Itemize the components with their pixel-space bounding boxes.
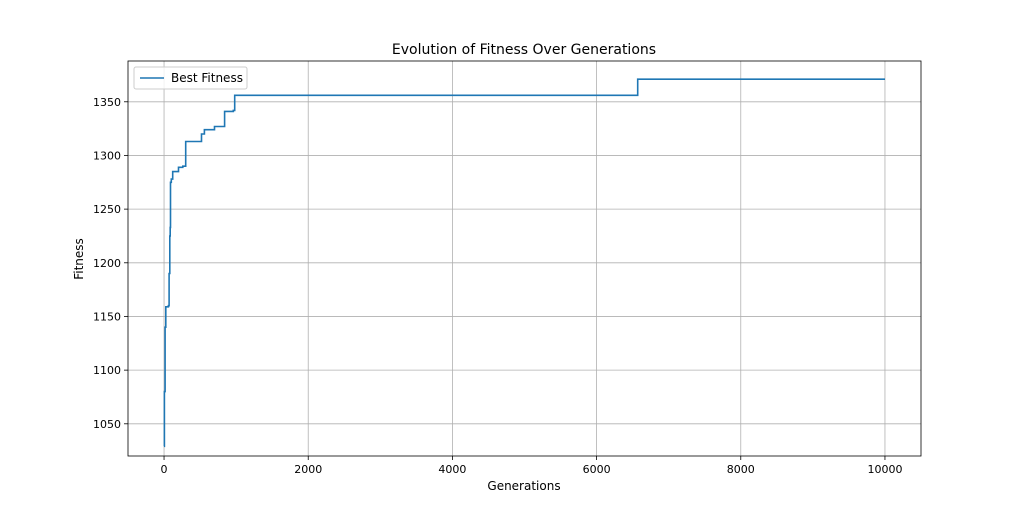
y-tick-label: 1350 bbox=[93, 96, 121, 109]
y-tick-label: 1300 bbox=[93, 149, 121, 162]
x-axis-ticks: 0 2000 4000 6000 8000 10000 bbox=[161, 456, 902, 476]
y-axis-label: Fitness bbox=[72, 238, 86, 280]
x-tick-label: 8000 bbox=[727, 463, 755, 476]
plot-frame bbox=[127, 60, 922, 457]
y-tick-label: 1050 bbox=[93, 418, 121, 431]
x-tick-label: 0 bbox=[161, 463, 168, 476]
legend-label-best-fitness: Best Fitness bbox=[171, 71, 243, 85]
series-line-best-fitness bbox=[163, 78, 885, 448]
x-tick-label: 2000 bbox=[294, 463, 322, 476]
grid-lines bbox=[128, 61, 921, 456]
x-tick-label: 10000 bbox=[867, 463, 902, 476]
y-tick-label: 1250 bbox=[93, 203, 121, 216]
y-tick-label: 1200 bbox=[93, 257, 121, 270]
legend: Best Fitness bbox=[133, 66, 248, 90]
x-tick-label: 4000 bbox=[438, 463, 466, 476]
x-tick-label: 6000 bbox=[583, 463, 611, 476]
legend-box bbox=[133, 66, 248, 90]
series-layer bbox=[163, 78, 885, 448]
y-tick-label: 1100 bbox=[93, 364, 121, 377]
y-axis-ticks: 1050 1100 1150 1200 1250 1300 1350 bbox=[93, 96, 128, 431]
chart-title: Evolution of Fitness Over Generations bbox=[392, 42, 656, 58]
y-tick-label: 1150 bbox=[93, 310, 121, 323]
x-axis-label: Generations bbox=[487, 479, 560, 493]
